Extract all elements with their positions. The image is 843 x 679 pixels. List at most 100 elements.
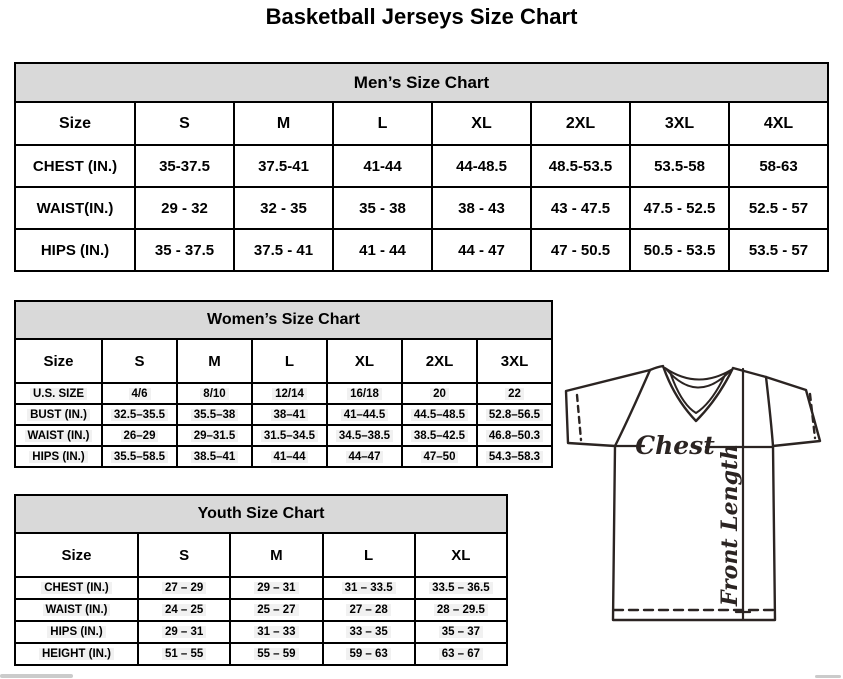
table-row: WAIST (IN.) 26–29 29–31.5 31.5–34.5 34.5… [14,424,553,447]
value-cell: 20 [401,382,478,405]
column-header-cell: L [332,101,433,146]
column-header-cell: S [101,338,178,384]
value-cell: 12/14 [251,382,328,405]
value: 46.8–50.3 [485,429,544,442]
value: 31 – 33.5 [341,582,396,594]
value-cell: 31 – 33.5 [321,576,416,600]
value-cell: 43 - 47.5 [530,186,631,230]
row-label-cell: HEIGHT (IN.) [14,642,139,666]
value-cell: 35-37.5 [134,144,235,188]
value-cell: 16/18 [326,382,403,405]
row-label: BUST (IN.) [27,408,90,421]
row-label: HIPS (IN.) [47,626,106,638]
column-header-cell: 3XL [629,101,730,146]
horizontal-scrollbar-fragment[interactable] [815,675,841,678]
row-label-cell: HIPS (IN.) [14,445,103,468]
value-cell: 28 – 29.5 [413,598,509,622]
value-cell: 34.5–38.5 [326,424,403,447]
mens-size-chart-table: Men’s Size Chart Size S M L XL 2XL 3XL 4… [14,62,829,272]
jersey-diagram-svg: Chest Front Length [564,364,822,622]
mens-table-title: Men’s Size Chart [14,62,829,103]
value: 27 – 28 [346,604,391,616]
value-cell: 22 [476,382,553,405]
value-cell: 50.5 - 53.5 [629,228,730,272]
value: 20 [430,387,449,400]
row-label: HEIGHT (IN.) [39,648,114,660]
value-cell: 32 - 35 [233,186,334,230]
value-cell: 63 – 67 [413,642,509,666]
chest-label: Chest [635,431,715,460]
value-cell: 35 - 38 [332,186,433,230]
value-cell: 58-63 [728,144,829,188]
value: 54.3–58.3 [485,450,544,463]
value: 28 – 29.5 [433,604,488,616]
value-cell: 33 – 35 [321,620,416,644]
column-header-cell: L [321,532,416,578]
table-row: U.S. SIZE 4/6 8/10 12/14 16/18 20 22 [14,382,553,405]
value: 24 – 25 [161,604,207,616]
row-label-cell: CHEST (IN.) [14,576,139,600]
row-label-cell: U.S. SIZE [14,382,103,405]
value-cell: 33.5 – 36.5 [413,576,509,600]
row-label: HIPS (IN.) [29,450,88,463]
table-row: WAIST (IN.) 24 – 25 25 – 27 27 – 28 28 –… [14,598,509,622]
value-cell: 29 - 32 [134,186,235,230]
value-cell: 38 - 43 [431,186,532,230]
table-row: Women’s Size Chart [14,300,553,340]
column-header-cell: 2XL [401,338,478,384]
youth-size-chart-table: Youth Size Chart Size S M L XL CHEST (IN… [14,494,509,666]
jersey-outline [564,364,822,622]
column-header-cell: XL [413,532,509,578]
value-cell: 27 – 28 [321,598,416,622]
value-cell: 38.5–42.5 [401,424,478,447]
value-cell: 29 – 31 [229,576,324,600]
value-cell: 8/10 [176,382,253,405]
value: 35.5–58.5 [110,450,169,463]
value-cell: 35 - 37.5 [134,228,235,272]
table-row: HIPS (IN.) 29 – 31 31 – 33 33 – 35 35 – … [14,620,509,644]
table-row: Size S M L XL 2XL 3XL [14,338,553,384]
value: 38.5–41 [190,450,239,463]
value-cell: 52.8–56.5 [476,403,553,426]
horizontal-scrollbar-thumb[interactable] [0,674,73,678]
value: 22 [505,387,524,400]
value-cell: 41–44.5 [326,403,403,426]
value: 26–29 [120,429,159,442]
row-label-cell: HIPS (IN.) [14,228,136,272]
column-header-cell: S [134,101,235,146]
size-label-cell: Size [14,101,136,146]
column-header-cell: M [233,101,334,146]
value-cell: 31.5–34.5 [251,424,328,447]
value-cell: 44–47 [326,445,403,468]
value-cell: 47.5 - 52.5 [629,186,730,230]
value: 51 – 55 [161,648,207,660]
value-cell: 44-48.5 [431,144,532,188]
value: 63 – 67 [438,648,484,660]
row-label-cell: CHEST (IN.) [14,144,136,188]
value-cell: 26–29 [101,424,178,447]
value-cell: 48.5-53.5 [530,144,631,188]
value-cell: 35 – 37 [413,620,509,644]
table-row: CHEST (IN.) 27 – 29 29 – 31 31 – 33.5 33… [14,576,509,600]
value-cell: 27 – 29 [136,576,232,600]
column-header-cell: XL [326,338,403,384]
value: 41–44 [270,450,309,463]
value: 52.8–56.5 [485,408,544,421]
value-cell: 47–50 [401,445,478,468]
value-cell: 38.5–41 [176,445,253,468]
value-cell: 55 – 59 [229,642,324,666]
value-cell: 54.3–58.3 [476,445,553,468]
row-label-cell: WAIST (IN.) [14,598,139,622]
value-cell: 44 - 47 [431,228,532,272]
value-cell: 53.5 - 57 [728,228,829,272]
value-cell: 32.5–35.5 [101,403,178,426]
value-cell: 59 – 63 [321,642,416,666]
value: 4/6 [128,387,151,400]
row-label-cell: HIPS (IN.) [14,620,139,644]
value: 25 – 27 [254,604,299,616]
value-cell: 4/6 [101,382,178,405]
column-header-cell: S [136,532,232,578]
column-header-cell: M [176,338,253,384]
table-row: Size S M L XL [14,532,509,578]
value: 32.5–35.5 [110,408,169,421]
